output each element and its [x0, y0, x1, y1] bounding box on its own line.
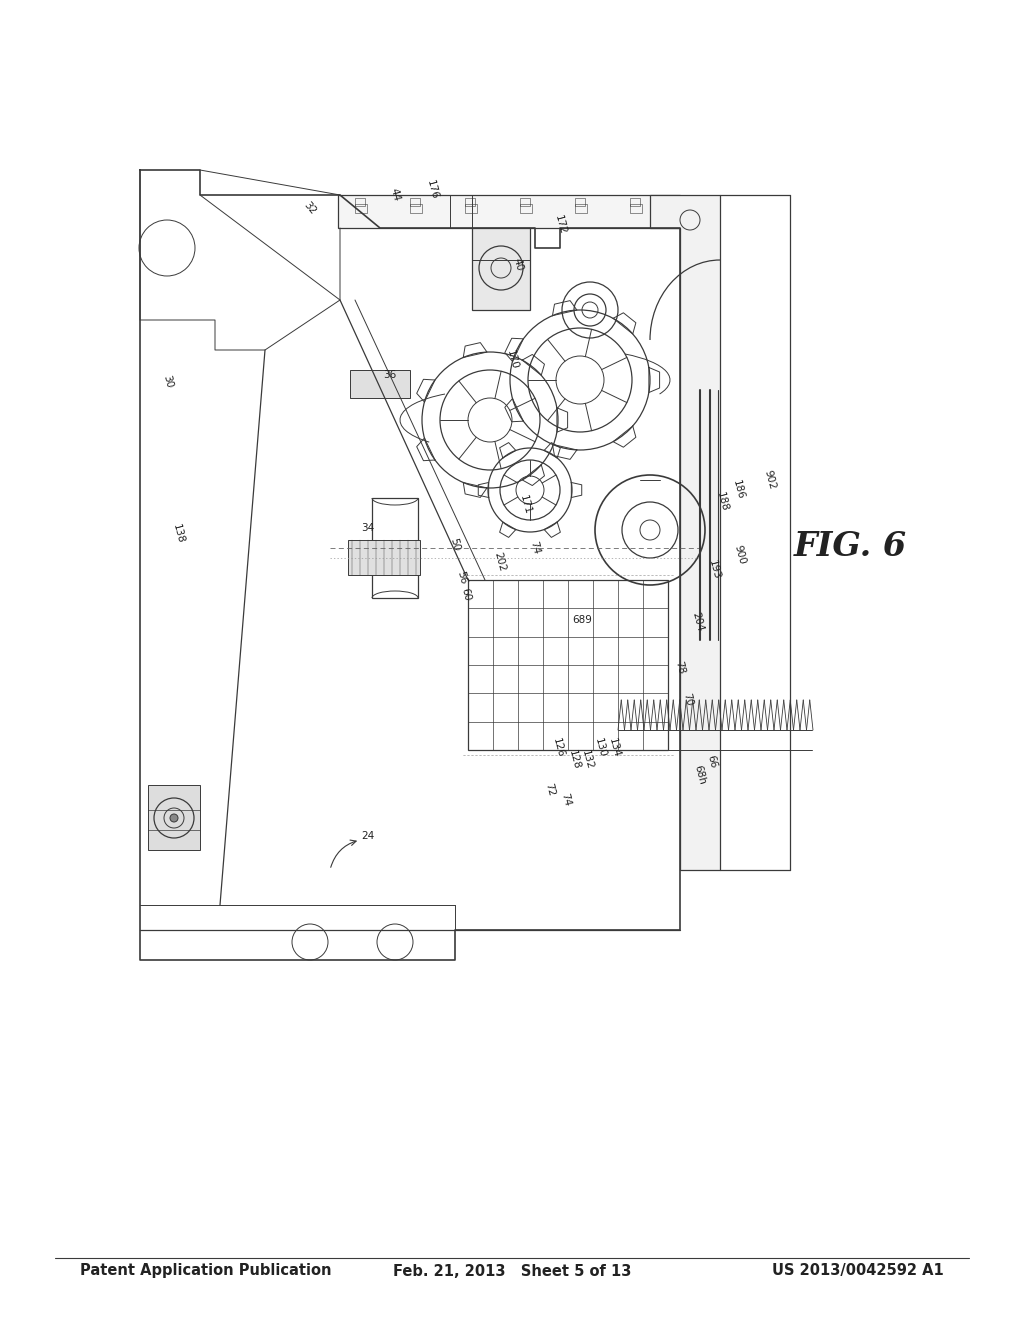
Text: 171: 171 — [517, 494, 532, 516]
Bar — [465, 205, 477, 213]
Bar — [630, 198, 640, 206]
Bar — [355, 198, 365, 206]
Bar — [355, 205, 367, 213]
Text: 74: 74 — [559, 792, 572, 808]
Text: 689: 689 — [572, 615, 592, 624]
Text: 40: 40 — [511, 257, 524, 273]
Text: 130: 130 — [593, 737, 607, 759]
Text: 186: 186 — [730, 479, 745, 500]
Text: 32: 32 — [302, 199, 318, 216]
Circle shape — [170, 814, 178, 822]
Bar — [575, 205, 587, 213]
Text: 72: 72 — [544, 783, 557, 797]
Text: 24: 24 — [361, 832, 375, 841]
Text: 202: 202 — [493, 552, 507, 573]
Bar — [410, 205, 422, 213]
Text: 126: 126 — [551, 737, 565, 759]
Bar — [372, 498, 418, 598]
Text: 70: 70 — [681, 693, 694, 708]
Bar — [410, 198, 420, 206]
Text: FIG. 6: FIG. 6 — [794, 531, 906, 564]
Text: 176: 176 — [425, 180, 439, 201]
Text: 170: 170 — [505, 350, 519, 371]
Text: Feb. 21, 2013   Sheet 5 of 13: Feb. 21, 2013 Sheet 5 of 13 — [393, 1263, 631, 1279]
Text: 132: 132 — [580, 750, 594, 771]
Text: 128: 128 — [566, 750, 582, 771]
Text: 193: 193 — [707, 560, 721, 581]
Text: 34: 34 — [361, 523, 375, 533]
Text: 138: 138 — [171, 523, 185, 545]
Text: Patent Application Publication: Patent Application Publication — [80, 1263, 332, 1279]
Bar — [575, 198, 585, 206]
Text: 902: 902 — [763, 469, 777, 491]
Polygon shape — [338, 195, 680, 228]
Text: 900: 900 — [732, 544, 748, 566]
Bar — [468, 579, 668, 750]
Text: 74: 74 — [528, 540, 542, 556]
Text: 30: 30 — [162, 375, 174, 389]
Bar — [465, 198, 475, 206]
Text: US 2013/0042592 A1: US 2013/0042592 A1 — [772, 1263, 944, 1279]
Text: 78: 78 — [674, 660, 686, 676]
Text: 204: 204 — [690, 611, 706, 632]
Polygon shape — [350, 370, 410, 399]
Polygon shape — [472, 228, 530, 310]
Text: 188: 188 — [715, 491, 729, 513]
Text: 56: 56 — [456, 570, 469, 586]
Polygon shape — [650, 195, 720, 870]
Text: 60: 60 — [460, 587, 472, 603]
Bar — [520, 198, 530, 206]
Text: 68h: 68h — [692, 764, 708, 785]
Bar — [630, 205, 642, 213]
Bar — [520, 205, 532, 213]
Text: 172: 172 — [553, 214, 567, 236]
Polygon shape — [348, 540, 420, 576]
Text: 134: 134 — [606, 737, 622, 759]
Text: 66: 66 — [706, 754, 719, 770]
Text: 50: 50 — [449, 537, 462, 553]
Text: 44: 44 — [388, 187, 401, 203]
Text: 36: 36 — [383, 370, 396, 380]
Polygon shape — [148, 785, 200, 850]
